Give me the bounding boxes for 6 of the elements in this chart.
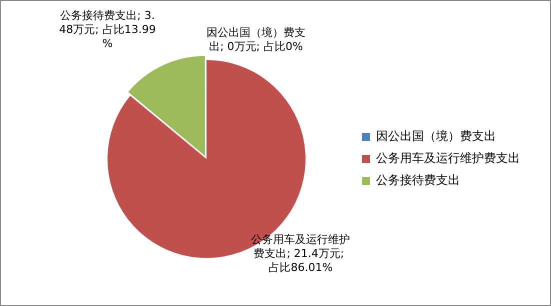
- data-label: 公务接待费支出; 3.48万元; 占比13.99%: [59, 9, 156, 50]
- text: 因公出国（境）费支出; 0万元; 占比0%: [206, 26, 306, 53]
- legend-label: 公务接待费支出: [376, 173, 460, 188]
- data-label: 公务用车及运行维护费支出; 21.4万元; 占比86.01%: [251, 232, 350, 274]
- legend-label: 因公出国（境）费支出: [376, 129, 496, 144]
- legend-label: 公务用车及运行维护费支出: [376, 151, 520, 166]
